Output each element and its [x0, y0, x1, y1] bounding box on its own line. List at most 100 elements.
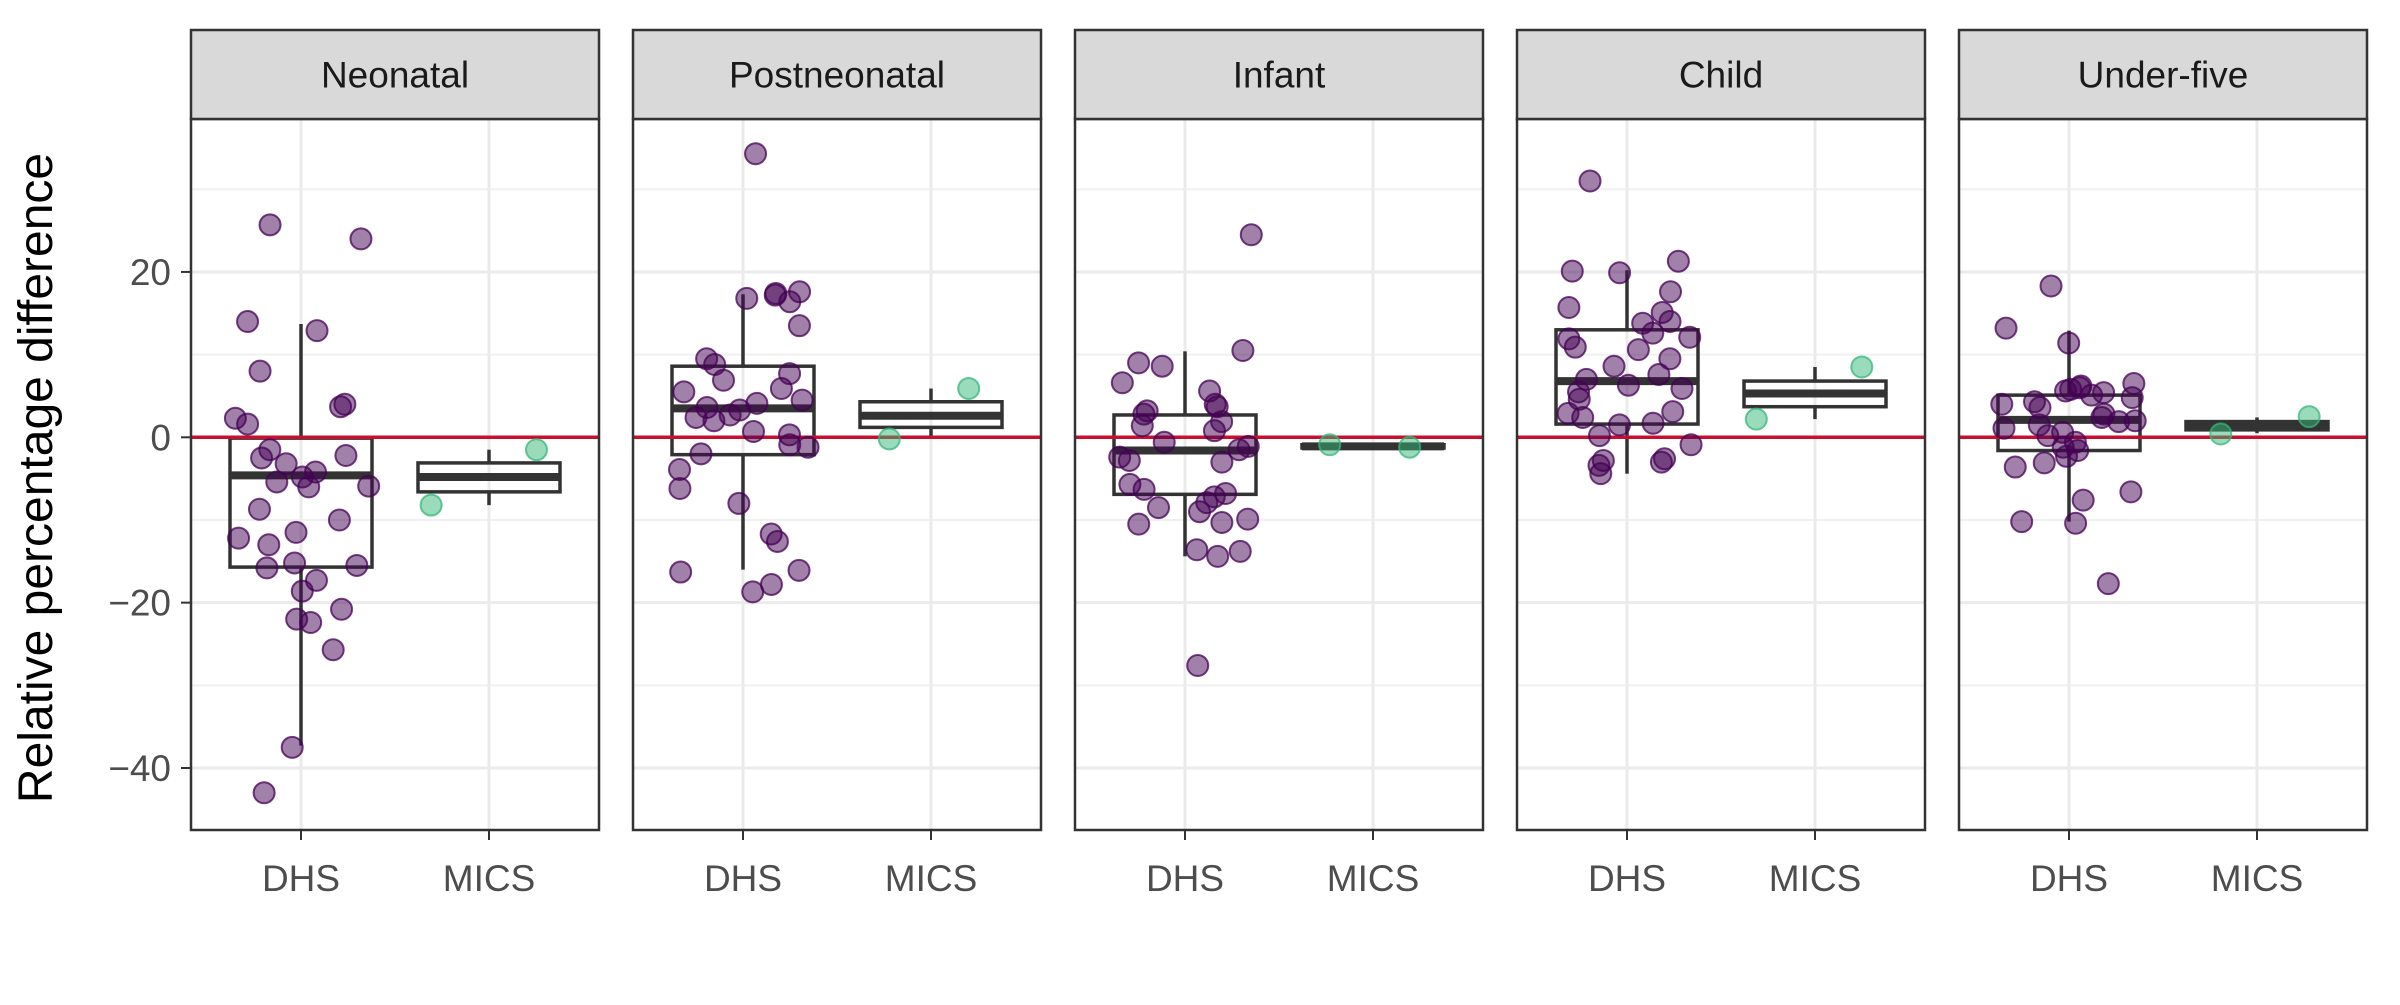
data-point-dhs [727, 491, 751, 515]
panel-background [1075, 119, 1483, 830]
data-point-dhs [257, 533, 281, 557]
facet-strip-label: Neonatal [321, 55, 469, 96]
data-point-dhs [668, 477, 692, 501]
x-tick-label: DHS [262, 858, 340, 899]
data-point-mics [1398, 435, 1422, 459]
data-point-dhs [290, 579, 314, 603]
data-point-dhs [1589, 462, 1613, 486]
data-point-dhs [284, 520, 308, 544]
data-point-dhs [2054, 379, 2078, 403]
data-point-mics [524, 438, 548, 462]
data-point-dhs [1992, 416, 2016, 440]
data-point-dhs [668, 458, 692, 482]
data-point-dhs [1649, 450, 1673, 474]
data-point-dhs [345, 553, 369, 577]
y-tick-label: −20 [108, 583, 171, 624]
data-point-dhs [349, 227, 373, 251]
data-point-dhs [778, 290, 802, 314]
data-point-dhs [299, 610, 323, 634]
data-point-dhs [1227, 438, 1251, 462]
y-tick-label: −40 [108, 748, 171, 789]
y-tick-label: 20 [130, 252, 171, 293]
facet-strip-label: Infant [1233, 55, 1326, 96]
data-point-dhs [305, 319, 329, 343]
data-point-dhs [2080, 383, 2104, 407]
panel-postneonatal: Postneonatal DHS MICS [631, 28, 1043, 899]
x-tick-label: MICS [443, 858, 536, 899]
data-point-dhs [1641, 411, 1665, 435]
x-tick-label: DHS [2030, 858, 2108, 899]
boxplot-mics [416, 449, 562, 506]
data-point-dhs [255, 556, 279, 580]
data-point-dhs [1239, 223, 1263, 247]
x-tick-label: MICS [1769, 858, 1862, 899]
data-point-mics [957, 377, 981, 401]
data-point-dhs [1658, 347, 1682, 371]
data-point-dhs [2054, 444, 2078, 468]
data-point-dhs [236, 310, 260, 334]
data-point-dhs [1659, 280, 1683, 304]
data-point-dhs [2119, 480, 2143, 504]
facet-strip [1957, 28, 2369, 121]
data-point-dhs [357, 474, 381, 498]
x-tick-label: MICS [885, 858, 978, 899]
data-point-mics [1318, 433, 1342, 457]
data-point-dhs [712, 368, 736, 392]
data-point-dhs [702, 409, 726, 433]
data-point-dhs [787, 314, 811, 338]
data-point-dhs [329, 395, 353, 419]
x-tick-label: MICS [2211, 858, 2304, 899]
data-point-dhs [1560, 259, 1584, 283]
panel-neonatal: Neonatal DHS MICS [189, 28, 601, 899]
data-point-mics [877, 427, 901, 451]
y-axis-title: Relative percentage difference [10, 153, 63, 803]
data-point-dhs [1994, 316, 2018, 340]
data-point-dhs [790, 388, 814, 412]
data-point-dhs [735, 286, 759, 310]
data-point-dhs [2039, 274, 2063, 298]
data-point-dhs [2064, 511, 2088, 535]
data-point-dhs [1608, 413, 1632, 437]
data-point-dhs [1641, 321, 1665, 345]
facet-strip [189, 28, 601, 121]
data-point-dhs [1587, 424, 1611, 448]
data-point-dhs [247, 497, 271, 521]
data-point-mics [1850, 355, 1874, 379]
data-point-dhs [1186, 653, 1210, 677]
data-point-dhs [1202, 419, 1226, 443]
panel-under-five: Under-five DHS MICS [1957, 28, 2369, 899]
data-point-dhs [1127, 351, 1151, 375]
data-point-dhs [265, 470, 289, 494]
data-point-dhs [1188, 500, 1212, 524]
data-point-dhs [236, 412, 260, 436]
data-point-dhs [2010, 510, 2034, 534]
data-point-dhs [769, 377, 793, 401]
data-point-dhs [672, 380, 696, 404]
data-point-dhs [689, 442, 713, 466]
data-point-dhs [1127, 512, 1151, 536]
data-point-dhs [327, 508, 351, 532]
facet-strip [1515, 28, 1927, 121]
data-point-dhs [1557, 295, 1581, 319]
data-point-dhs [330, 597, 354, 621]
data-point-dhs [1990, 392, 2014, 416]
data-point-dhs [227, 526, 251, 550]
data-point-dhs [1130, 414, 1154, 438]
data-point-dhs [2003, 455, 2027, 479]
data-point-dhs [2032, 451, 2056, 475]
data-point-dhs [669, 560, 693, 584]
data-point-dhs [741, 420, 765, 444]
data-point-dhs [1679, 433, 1703, 457]
data-point-dhs [1602, 354, 1626, 378]
data-point-dhs [2120, 386, 2144, 410]
facet-strip-label: Under-five [2078, 55, 2249, 96]
data-point-dhs [796, 435, 820, 459]
data-point-dhs [1647, 362, 1671, 386]
data-point-dhs [1563, 335, 1587, 359]
data-point-dhs [297, 475, 321, 499]
data-point-mics [1744, 407, 1768, 431]
data-point-dhs [2096, 572, 2120, 596]
data-point-dhs [1210, 450, 1234, 474]
panel-background [633, 119, 1041, 830]
